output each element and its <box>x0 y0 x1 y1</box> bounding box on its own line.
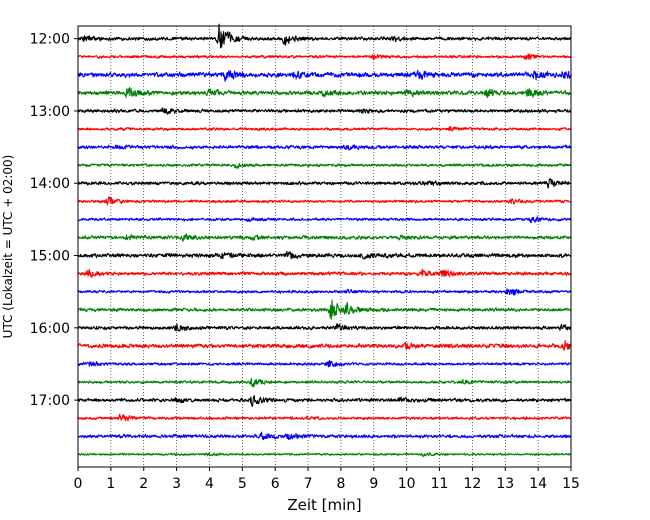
trace-1315 <box>77 125 572 132</box>
seismogram-traces <box>77 23 572 458</box>
trace-1300 <box>77 107 572 115</box>
x-tick-label-3: 3 <box>172 476 181 492</box>
trace-1715 <box>77 413 572 422</box>
y-tick-label-5: 17:00 <box>30 393 70 409</box>
trace-1330 <box>77 144 572 151</box>
trace-1415 <box>77 196 572 206</box>
x-tick-label-11: 11 <box>431 476 449 492</box>
x-tick-label-9: 9 <box>369 476 378 492</box>
trace-1515 <box>77 268 572 278</box>
trace-1445 <box>77 233 572 242</box>
x-tick-label-8: 8 <box>336 476 345 492</box>
trace-1400 <box>77 178 572 189</box>
trace-1730 <box>77 431 572 441</box>
y-axis-label: UTC (Lokalzeit = UTC + 02:00) <box>1 155 15 339</box>
x-tick-label-0: 0 <box>74 476 83 492</box>
plot-frame <box>77 25 572 468</box>
x-tick-label-7: 7 <box>304 476 313 492</box>
x-axis-ticks: 0 1 2 3 4 5 6 7 8 9 10 11 12 13 14 15 <box>74 467 580 492</box>
trace-1430 <box>77 216 572 224</box>
trace-1745 <box>77 452 572 458</box>
y-axis-ticks: 12:00 13:00 14:00 15:00 16:00 17:00 <box>30 32 78 409</box>
y-tick-label-2: 14:00 <box>30 176 70 192</box>
trace-1245 <box>77 87 572 99</box>
trace-1500 <box>77 250 572 260</box>
trace-1530 <box>77 288 572 296</box>
x-tick-label-1: 1 <box>106 476 115 492</box>
x-tick-label-12: 12 <box>463 476 481 492</box>
trace-1200 <box>77 23 572 49</box>
trace-1630 <box>77 360 572 368</box>
x-tick-label-15: 15 <box>562 476 580 492</box>
trace-1645 <box>77 378 572 388</box>
x-tick-label-4: 4 <box>205 476 214 492</box>
x-tick-label-5: 5 <box>238 476 247 492</box>
y-tick-label-4: 16:00 <box>30 321 70 337</box>
y-tick-label-3: 15:00 <box>30 249 70 265</box>
trace-1615 <box>77 340 572 351</box>
x-tick-label-13: 13 <box>496 476 514 492</box>
y-tick-label-0: 12:00 <box>30 32 70 48</box>
trace-1345 <box>77 162 572 169</box>
trace-1545 <box>77 299 572 320</box>
trace-1230 <box>77 69 572 82</box>
x-tick-label-2: 2 <box>139 476 148 492</box>
x-tick-label-10: 10 <box>398 476 416 492</box>
x-tick-label-6: 6 <box>271 476 280 492</box>
x-axis-label: Zeit [min] <box>287 496 361 514</box>
trace-1700 <box>77 395 572 407</box>
x-tick-label-14: 14 <box>529 476 547 492</box>
y-tick-label-1: 13:00 <box>30 104 70 120</box>
trace-1600 <box>77 323 572 332</box>
trace-1215 <box>77 53 572 61</box>
